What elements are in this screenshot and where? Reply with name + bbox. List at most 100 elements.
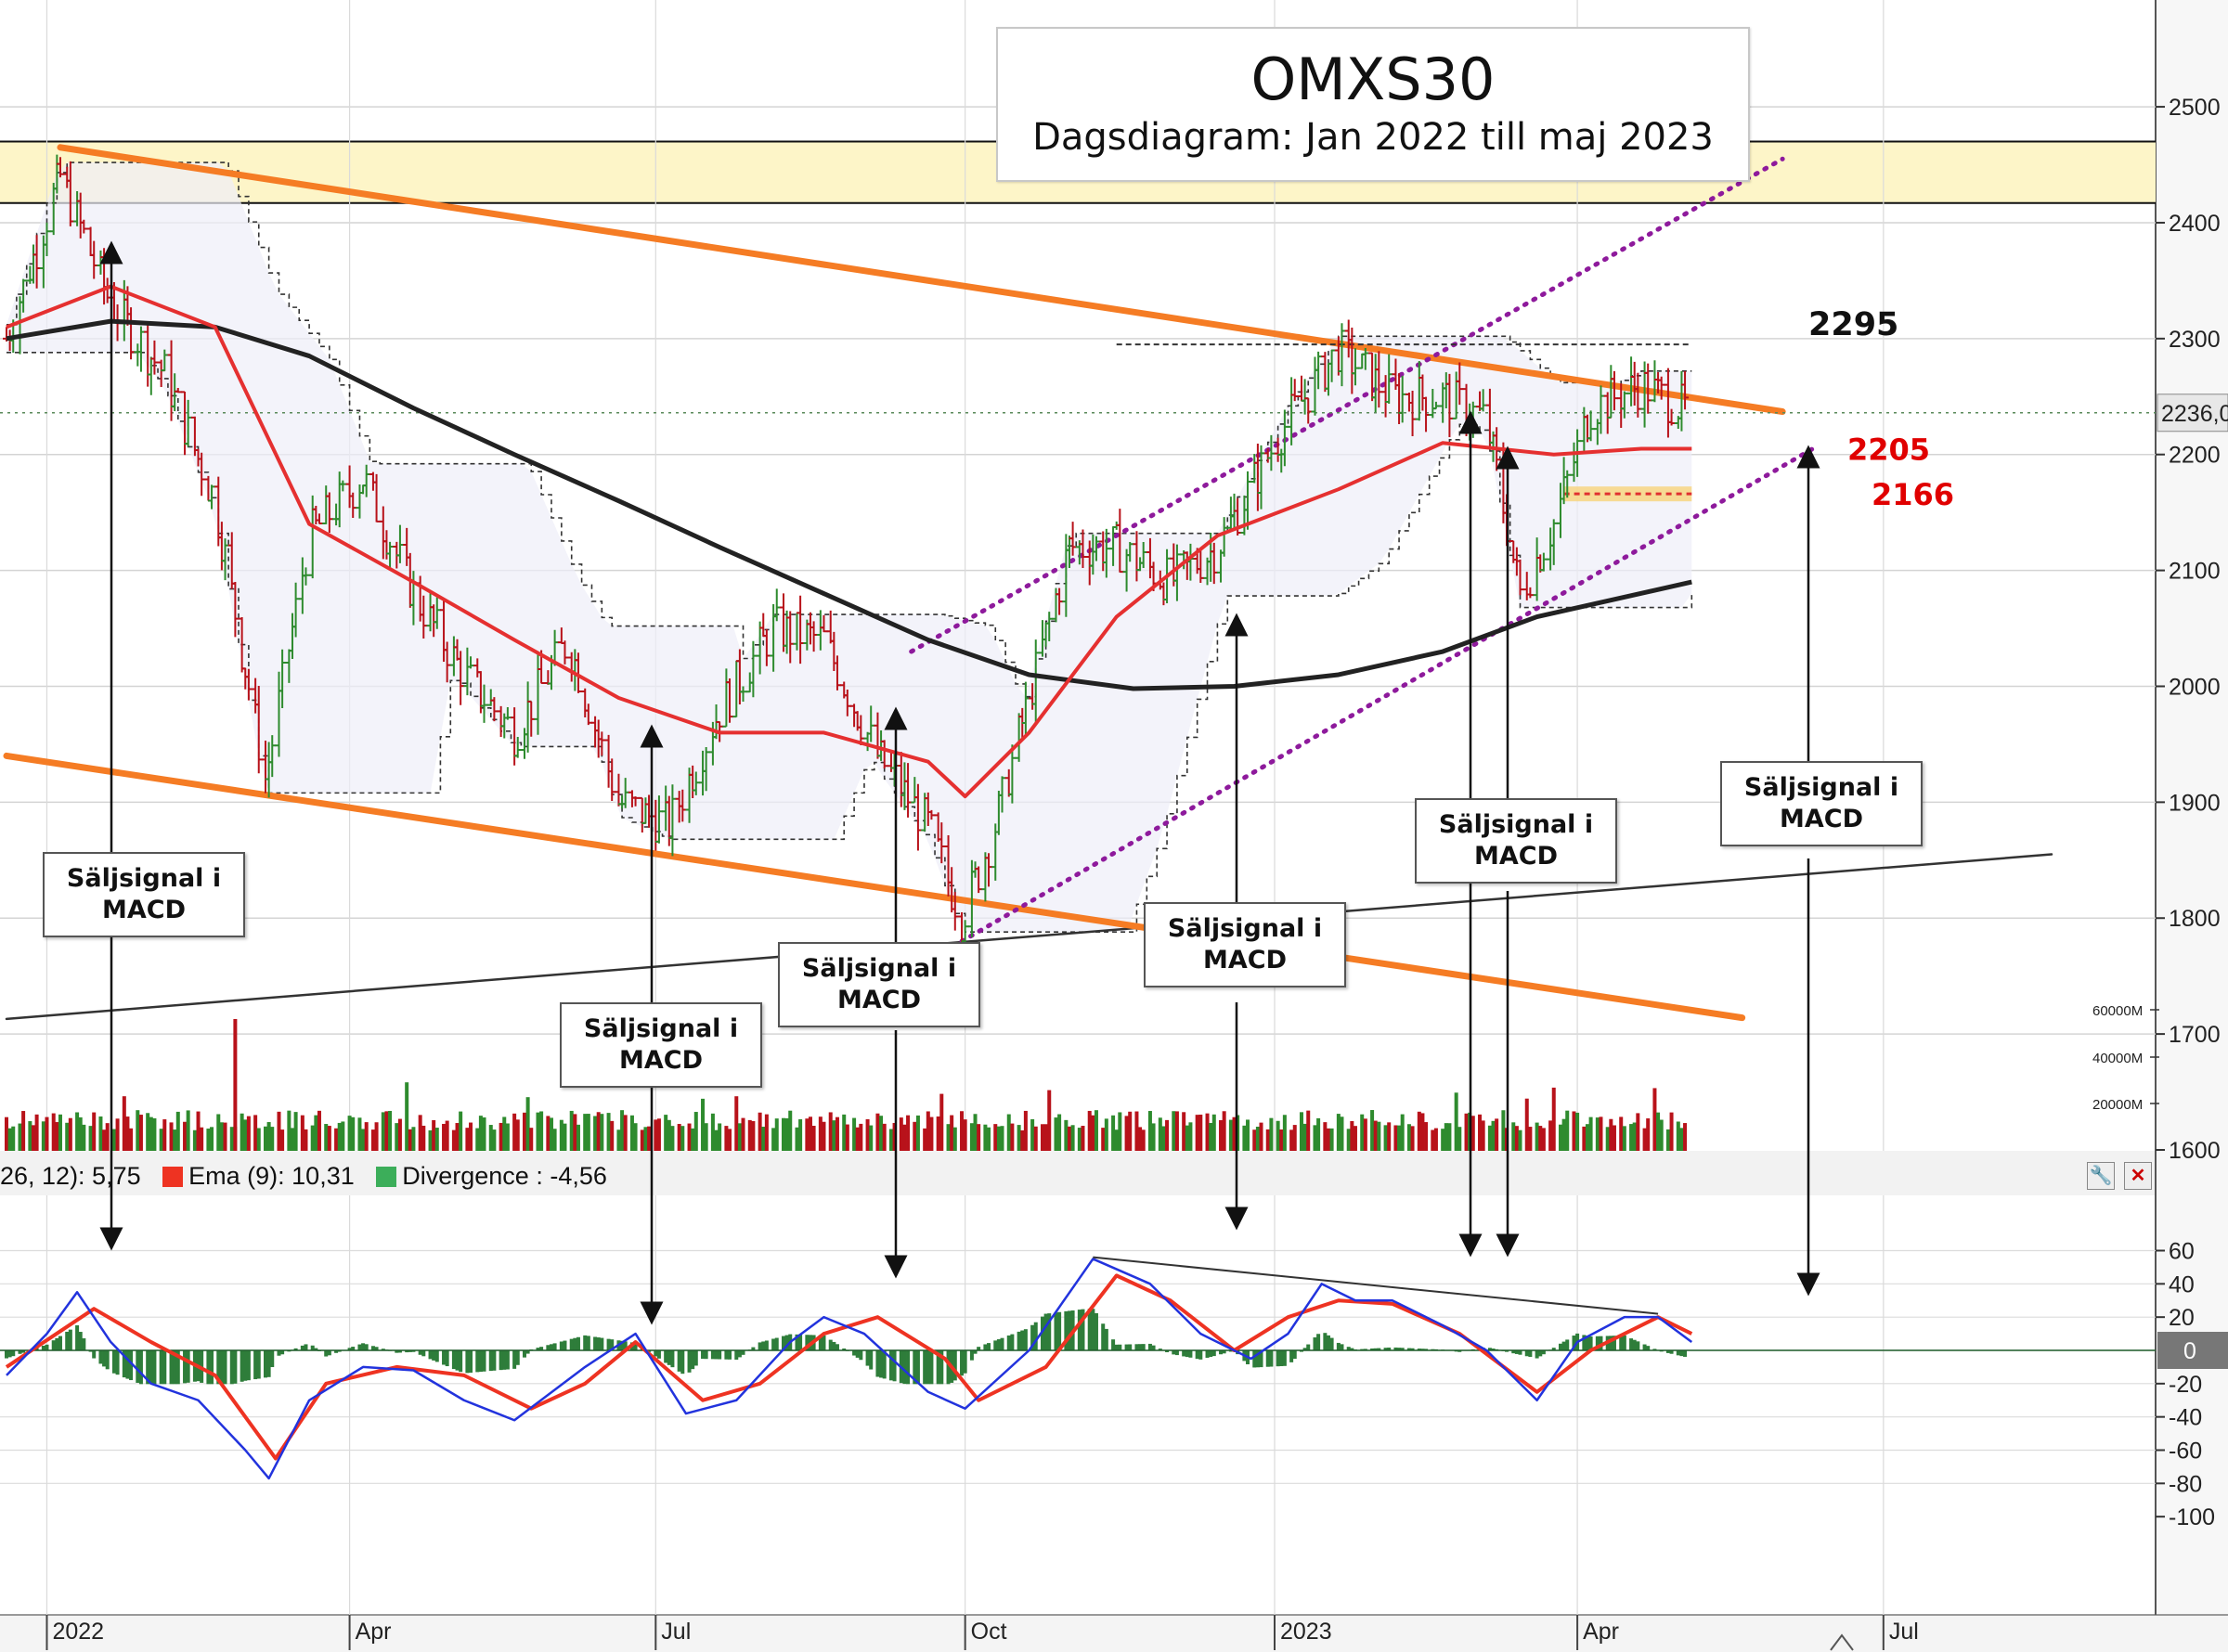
divergence-bar bbox=[300, 1345, 304, 1351]
chart-title: OMXS30 bbox=[1250, 45, 1496, 113]
volume-bar bbox=[1219, 1119, 1224, 1151]
divergence-bar bbox=[364, 1344, 369, 1351]
divergence-bar bbox=[1646, 1346, 1651, 1351]
divergence-bar bbox=[374, 1347, 379, 1351]
divergence-bar bbox=[680, 1350, 685, 1375]
divergence-bar bbox=[1340, 1344, 1344, 1351]
wrench-icon[interactable]: 🔧 bbox=[2087, 1162, 2115, 1190]
volume-bar bbox=[1518, 1129, 1522, 1151]
volume-bar bbox=[478, 1116, 483, 1151]
divergence-bar bbox=[1040, 1316, 1044, 1351]
volume-bar bbox=[1329, 1128, 1334, 1151]
divergence-bar bbox=[596, 1337, 601, 1351]
divergence-bar bbox=[1000, 1337, 1004, 1351]
divergence-bar bbox=[512, 1350, 517, 1369]
divergence-bar bbox=[482, 1350, 486, 1372]
divergence-bar bbox=[869, 1350, 874, 1370]
divergence-bar bbox=[1094, 1312, 1098, 1351]
macd-tick-label: 40 bbox=[2169, 1271, 2195, 1297]
volume-bar bbox=[1481, 1120, 1485, 1151]
volume-bar bbox=[314, 1115, 318, 1151]
divergence-bar bbox=[488, 1350, 493, 1372]
volume-bar bbox=[913, 1121, 917, 1151]
volume-bar bbox=[1612, 1125, 1616, 1151]
volume-bar bbox=[1383, 1125, 1388, 1151]
timeline-marker-icon bbox=[1830, 1633, 1854, 1651]
volume-bar bbox=[1161, 1126, 1166, 1151]
macd-tick-label: -100 bbox=[2169, 1504, 2215, 1530]
volume-bar bbox=[563, 1123, 567, 1151]
volume-bar bbox=[667, 1119, 671, 1151]
divergence-bar bbox=[888, 1350, 893, 1381]
volume-bar bbox=[1033, 1126, 1038, 1151]
divergence-bar bbox=[704, 1350, 708, 1360]
volume-bar bbox=[469, 1122, 473, 1151]
volume-bar bbox=[1551, 1087, 1556, 1151]
divergence-bar bbox=[1043, 1313, 1048, 1351]
macd-line bbox=[6, 1258, 1693, 1480]
volume-bar bbox=[1111, 1115, 1116, 1151]
divergence-bar bbox=[55, 1337, 59, 1351]
price-tick-label: 2400 bbox=[2169, 211, 2221, 237]
divergence-bar bbox=[835, 1344, 839, 1351]
level-2295-label: 2295 bbox=[1808, 306, 1898, 343]
volume-bar bbox=[855, 1127, 860, 1151]
volume-bar bbox=[1400, 1114, 1405, 1151]
divergence-bar bbox=[115, 1350, 120, 1375]
divergence-bar bbox=[327, 1350, 331, 1356]
volume-bar bbox=[175, 1111, 180, 1151]
volume-bar bbox=[1276, 1120, 1280, 1151]
divergence-bar bbox=[1222, 1350, 1226, 1354]
volume-bar bbox=[774, 1118, 779, 1151]
volume-bar bbox=[1609, 1118, 1613, 1151]
divergence-bar bbox=[1528, 1350, 1533, 1358]
divergence-bar bbox=[761, 1341, 766, 1351]
divergence-bar bbox=[1306, 1344, 1311, 1351]
volume-bar bbox=[138, 1115, 143, 1151]
divergence-bar bbox=[1316, 1334, 1321, 1351]
volume-bar bbox=[455, 1123, 460, 1151]
divergence-bar bbox=[1151, 1345, 1156, 1351]
divergence-bar bbox=[1373, 1348, 1378, 1351]
divergence-bar bbox=[1323, 1333, 1328, 1351]
divergence-bar bbox=[256, 1350, 261, 1379]
volume-bar bbox=[388, 1110, 393, 1151]
volume-bar bbox=[701, 1098, 706, 1151]
panel-separator bbox=[0, 1151, 2156, 1195]
volume-bar bbox=[1198, 1114, 1203, 1151]
volume-bar bbox=[1629, 1124, 1634, 1151]
divergence-bar bbox=[1138, 1344, 1143, 1351]
divergence-bar bbox=[1006, 1335, 1011, 1351]
volume-bar bbox=[559, 1119, 563, 1151]
volume-bar bbox=[1424, 1122, 1429, 1151]
volume-bar bbox=[263, 1126, 267, 1151]
divergence-bar bbox=[459, 1350, 463, 1373]
volume-bar bbox=[1228, 1119, 1233, 1151]
divergence-bar bbox=[293, 1348, 298, 1351]
divergence-bar bbox=[855, 1350, 860, 1358]
volume-bar bbox=[623, 1115, 628, 1151]
divergence-bar bbox=[879, 1350, 884, 1378]
volume-bar bbox=[869, 1125, 874, 1151]
volume-bar bbox=[865, 1118, 870, 1151]
volume-bar bbox=[512, 1113, 517, 1151]
divergence-bar bbox=[310, 1345, 315, 1351]
volume-bar bbox=[445, 1120, 449, 1151]
volume-bar bbox=[1282, 1115, 1287, 1151]
divergence-bar bbox=[1642, 1344, 1647, 1351]
volume-bar bbox=[828, 1112, 833, 1151]
volume-bar bbox=[1020, 1129, 1025, 1151]
divergence-bar bbox=[1665, 1350, 1670, 1353]
divergence-bar bbox=[576, 1336, 580, 1351]
divergence-bar bbox=[1195, 1350, 1199, 1360]
volume-bar bbox=[993, 1124, 998, 1151]
divergence-bar bbox=[1211, 1350, 1216, 1357]
volume-bar bbox=[1246, 1119, 1250, 1151]
divergence-bar bbox=[442, 1350, 447, 1365]
volume-bar bbox=[1370, 1110, 1375, 1151]
divergence-bar bbox=[1124, 1344, 1129, 1351]
time-tick-label: Jul bbox=[1889, 1619, 1919, 1645]
volume-bar bbox=[1417, 1111, 1421, 1151]
volume-bar bbox=[1363, 1118, 1367, 1151]
close-icon[interactable]: ✕ bbox=[2124, 1162, 2152, 1190]
